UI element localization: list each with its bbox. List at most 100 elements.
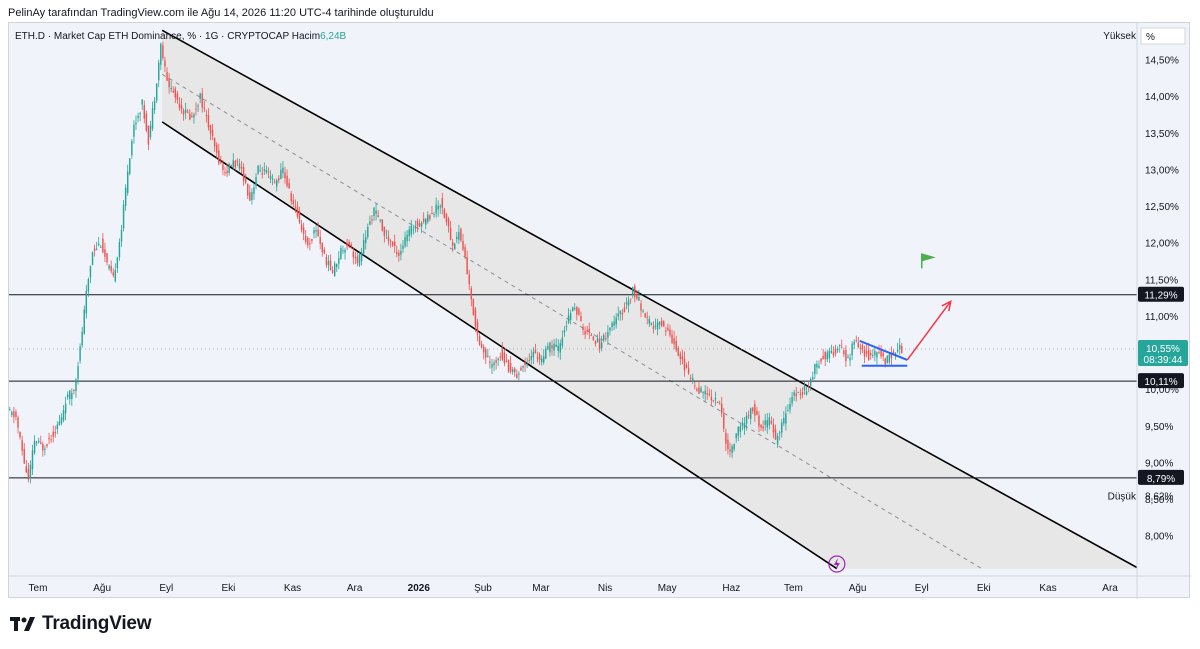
candle (412, 229, 415, 231)
candle (389, 240, 392, 242)
candle (321, 243, 323, 253)
candle (720, 403, 723, 414)
candle (236, 161, 239, 163)
candle (97, 243, 100, 245)
candle (749, 408, 752, 419)
lightning-icon (828, 555, 846, 573)
candle (480, 343, 483, 348)
candle (362, 239, 365, 254)
candle (698, 387, 700, 394)
candle (160, 43, 162, 65)
candle (764, 420, 766, 425)
candle (636, 294, 638, 299)
candle (609, 327, 611, 331)
x-tick-label: Eyl (915, 583, 929, 594)
candle (586, 329, 588, 332)
candle (472, 299, 475, 315)
candle (615, 317, 617, 325)
y-tick-label: 13,50% (1145, 129, 1179, 140)
candle (890, 352, 893, 359)
candle (27, 469, 30, 480)
candle (300, 224, 303, 230)
candle (15, 411, 17, 417)
candle (665, 330, 667, 332)
candle (760, 424, 762, 428)
candle (458, 232, 460, 240)
candle (824, 351, 826, 360)
candle (265, 170, 268, 173)
candle (205, 115, 208, 117)
candle (356, 256, 359, 263)
candle (379, 219, 381, 221)
candle (611, 323, 613, 328)
candle (805, 391, 808, 395)
candle (795, 393, 797, 397)
candle (249, 192, 251, 201)
candle (619, 311, 622, 314)
candle (211, 129, 214, 136)
candle (613, 321, 615, 326)
candle (623, 307, 626, 313)
candle (377, 215, 379, 218)
candle (182, 110, 185, 115)
candle (284, 172, 286, 179)
candle (834, 348, 837, 354)
candle (756, 410, 758, 415)
current-price-label: 10,55% (1146, 344, 1180, 355)
candle (650, 322, 653, 326)
candle (598, 338, 601, 350)
candle (888, 354, 891, 363)
channel-upper-line (161, 29, 1137, 569)
y-tick-label: 14,00% (1145, 92, 1179, 103)
candle (807, 386, 810, 388)
candle (60, 417, 63, 424)
x-tick-label: Nis (598, 583, 612, 594)
x-tick-label: Eyl (159, 583, 173, 594)
candle (418, 223, 421, 227)
candle (503, 352, 506, 364)
candle (425, 218, 427, 225)
candle (547, 345, 549, 350)
candle (193, 114, 195, 118)
candle (33, 440, 36, 453)
candle (91, 252, 94, 265)
candle (675, 340, 677, 351)
candle (224, 172, 226, 174)
x-tick-label: Mar (532, 583, 550, 594)
candle (876, 352, 878, 358)
y-tick-label: 10,00% (1145, 385, 1179, 396)
candle (482, 346, 485, 353)
candle (348, 241, 350, 246)
candle (569, 313, 572, 320)
candle (644, 313, 646, 318)
candle (710, 396, 713, 401)
candle (317, 229, 319, 237)
candle (153, 100, 156, 110)
candle (435, 204, 437, 214)
candle (530, 356, 533, 360)
candle (371, 219, 373, 221)
candle (524, 362, 526, 366)
candle (851, 343, 853, 356)
candle (416, 220, 419, 226)
tradingview-footer[interactable]: TradingView (10, 613, 152, 635)
candle (725, 432, 727, 444)
candle (456, 236, 458, 239)
candle (727, 439, 729, 450)
x-tick-label: Kas (284, 583, 301, 594)
candle (85, 290, 88, 314)
candle (559, 343, 562, 353)
chart-area[interactable]: 14,50% 14,00% 13,50% 13,00% 12,50% 12,00% 11,5… (8, 22, 1191, 599)
candle (600, 342, 603, 348)
candle (162, 45, 164, 59)
candle (656, 322, 659, 330)
candle (822, 356, 824, 360)
candle (803, 385, 806, 391)
candle (108, 265, 110, 269)
candle (681, 356, 684, 360)
candle (269, 175, 272, 180)
candle (439, 206, 441, 208)
chart-svg[interactable]: 14,50% 14,00% 13,50% 13,00% 12,50% 12,00% 11,5… (9, 23, 1191, 599)
x-tick-label: Tem (29, 583, 48, 594)
candle (567, 315, 570, 323)
